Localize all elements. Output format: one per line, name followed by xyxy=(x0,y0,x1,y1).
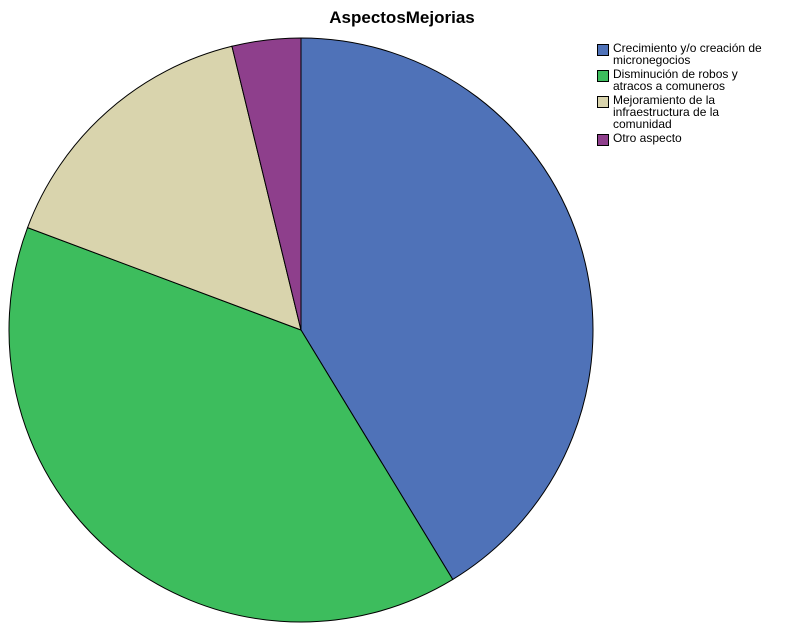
legend-item: Mejoramiento de la infraestructura de la… xyxy=(597,94,797,130)
legend-item: Crecimiento y/o creación de micronegocio… xyxy=(597,42,797,66)
legend-label: Disminución de robos y atracos a comuner… xyxy=(613,67,738,93)
pie-slice xyxy=(26,45,302,331)
legend-label: Otro aspecto xyxy=(613,131,682,145)
legend-swatch xyxy=(597,134,609,146)
chart-title: AspectosMejorias xyxy=(329,8,475,27)
legend-item: Otro aspecto xyxy=(597,132,797,146)
legend-label: Crecimiento y/o creación de micronegocio… xyxy=(613,41,762,67)
legend-swatch xyxy=(597,70,609,82)
pie-slice xyxy=(300,37,594,581)
legend-swatch xyxy=(597,96,609,108)
legend: Crecimiento y/o creación de micronegocio… xyxy=(597,42,797,148)
legend-item: Disminución de robos y atracos a comuner… xyxy=(597,68,797,92)
legend-label: Mejoramiento de la infraestructura de la… xyxy=(613,93,720,131)
pie-slice xyxy=(231,37,302,331)
pie-slice xyxy=(8,227,454,623)
legend-swatch xyxy=(597,44,609,56)
